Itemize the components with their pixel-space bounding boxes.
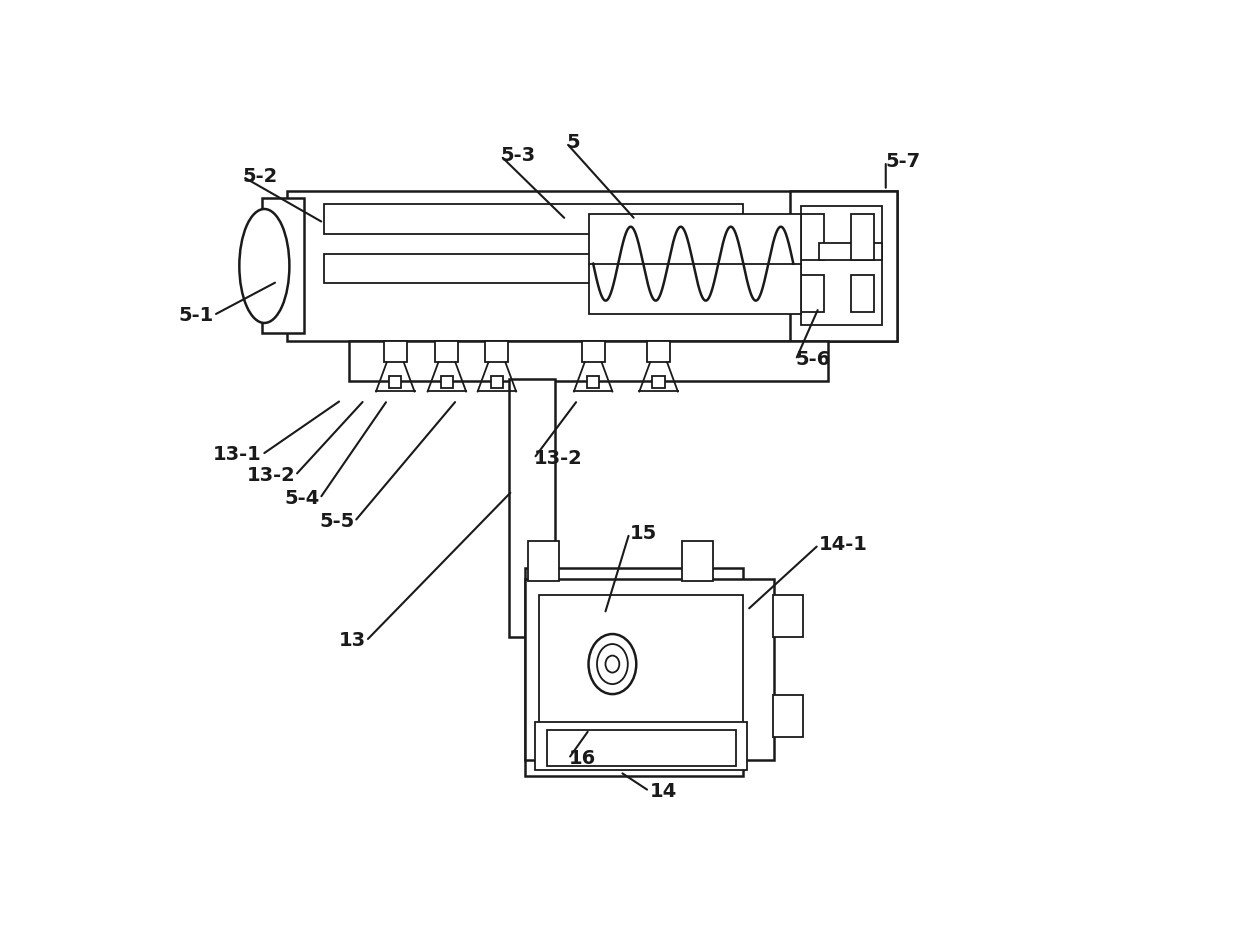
Bar [383,341,407,362]
Text: 5-5: 5-5 [319,512,355,531]
Bar [773,595,804,637]
Bar [525,568,743,776]
Bar [801,275,825,312]
Ellipse shape [596,644,627,684]
Ellipse shape [605,656,619,673]
Bar [288,190,898,341]
Bar [851,275,874,312]
Bar [851,214,874,260]
Bar [589,214,801,314]
Bar [262,199,304,333]
Bar [324,254,743,283]
Text: 13: 13 [339,632,366,651]
Bar [389,377,402,389]
Bar [525,579,774,761]
Text: 5-1: 5-1 [179,306,213,324]
Bar [682,541,713,581]
Text: 5-3: 5-3 [501,147,536,166]
Text: 13-1: 13-1 [213,446,262,464]
Text: 14-1: 14-1 [818,535,868,554]
Bar [491,377,503,389]
Bar [539,595,743,733]
Bar [801,206,882,325]
Bar [587,377,599,389]
Bar [773,695,804,737]
Bar [547,729,735,766]
Ellipse shape [239,209,289,323]
Bar [582,341,605,362]
Ellipse shape [589,634,636,694]
Bar [485,341,508,362]
Bar [528,541,558,581]
Text: 13-2: 13-2 [247,466,295,485]
Bar [435,341,459,362]
Text: 5-4: 5-4 [284,489,320,508]
Text: 15: 15 [630,524,657,543]
Bar [510,379,556,637]
Bar [350,341,828,380]
Bar [536,722,748,769]
Bar [440,377,453,389]
Bar [818,243,882,260]
Bar [790,190,898,341]
Text: 5-2: 5-2 [243,167,278,186]
Text: 14: 14 [650,781,677,800]
Bar [647,341,670,362]
Bar [324,204,743,234]
Text: 13-2: 13-2 [534,449,583,468]
Bar [652,377,665,389]
Text: 16: 16 [568,749,595,768]
Text: 5: 5 [567,133,580,152]
Bar [801,214,825,260]
Text: 5-6: 5-6 [796,350,831,370]
Text: 5-7: 5-7 [885,151,921,171]
